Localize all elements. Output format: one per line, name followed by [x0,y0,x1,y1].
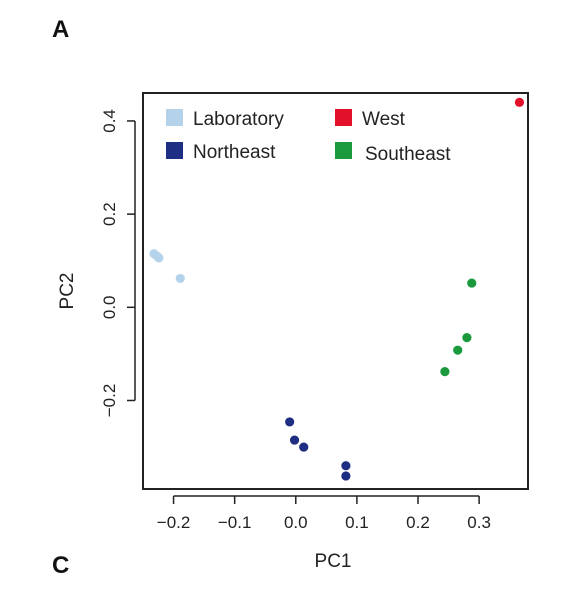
point-southeast [462,332,472,343]
legend-label-southeast: Southeast [365,144,451,165]
point-northeast [285,417,295,427]
legend-swatch-northeast [166,142,183,159]
point-laboratory [175,273,185,284]
panel-label-c: C [52,552,70,579]
x-tick-label: −0.2 [157,513,191,532]
point-northeast [299,442,309,452]
x-tick-label: 0.3 [467,513,491,532]
plot-frame [142,92,529,490]
point-northeast [341,471,351,481]
y-tick-label: −0.2 [100,384,119,418]
point-northeast [289,435,300,445]
x-tick-label: 0.0 [284,513,308,532]
x-axis-title: PC1 [315,551,352,572]
legend-swatch-laboratory [166,109,183,126]
point-southeast [467,278,477,288]
point-southeast [453,345,463,355]
legend-label-west: West [362,109,406,130]
point-laboratory [154,253,164,263]
y-axis-title: PC2 [57,273,78,310]
legend: Laboratory West Northeast Southeast [166,109,451,165]
x-tick-label: 0.2 [406,513,430,532]
legend-label-northeast: Northeast [193,142,276,163]
y-tick-label: 0.2 [100,202,119,226]
y-axis: −0.2 0.0 0.2 0.4 [100,109,136,418]
legend-swatch-southeast [335,142,352,159]
x-tick-label: −0.1 [218,513,252,532]
point-southeast [440,366,450,377]
x-axis: −0.2 −0.1 0.0 0.1 0.2 0.3 [157,495,491,532]
panel-label-a: A [52,16,70,43]
point-northeast [341,461,351,471]
legend-label-laboratory: Laboratory [193,109,284,130]
y-tick-label: 0.4 [100,109,119,133]
data-points [149,97,525,481]
y-tick-label: 0.0 [100,295,119,319]
x-tick-label: 0.1 [345,513,369,532]
point-west [514,97,525,107]
legend-swatch-west [335,109,352,126]
